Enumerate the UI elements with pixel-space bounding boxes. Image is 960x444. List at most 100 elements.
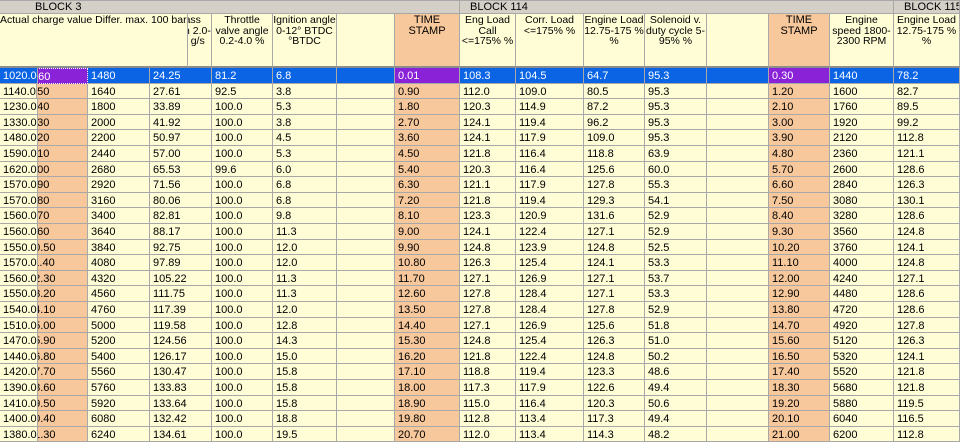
value-cell[interactable]: 19.5 xyxy=(273,426,337,443)
value-cell[interactable]: 100.0 xyxy=(212,177,273,193)
time-stamp-cell[interactable]: 19.20 xyxy=(769,395,830,412)
time-stamp-cell[interactable]: 12.90 xyxy=(769,286,830,302)
value-cell[interactable]: 5320 xyxy=(830,348,894,365)
value-cell[interactable]: 117.39 xyxy=(150,302,212,318)
time-stamp-cell[interactable]: 17.40 xyxy=(769,364,830,380)
value-cell[interactable]: 49.4 xyxy=(645,411,707,427)
value-cell[interactable]: 121.8 xyxy=(894,380,960,396)
value-cell[interactable]: 52.9 xyxy=(645,224,707,240)
value-cell[interactable]: 95.3 xyxy=(645,68,707,84)
time-stamp-cell[interactable]: 18.90 xyxy=(395,395,460,412)
value-cell[interactable]: 87.2 xyxy=(584,99,645,115)
value-cell[interactable]: 133.64 xyxy=(150,395,212,412)
value-cell[interactable]: 65.53 xyxy=(150,161,212,178)
time-stamp-cell[interactable]: 11.70 xyxy=(395,270,460,287)
value-cell[interactable]: 6240 xyxy=(88,426,150,443)
value-cell[interactable]: 100.0 xyxy=(212,317,273,334)
value-cell[interactable]: 118.8 xyxy=(584,146,645,162)
value-cell[interactable]: 6080 xyxy=(88,411,150,427)
value-cell[interactable]: 5000 xyxy=(88,317,150,334)
value-cell[interactable]: 1140.0 xyxy=(0,83,37,100)
value-cell[interactable]: 95.3 xyxy=(645,130,707,146)
time-stamp-cell[interactable]: 12.00 xyxy=(769,270,830,287)
value-cell[interactable]: 126.3 xyxy=(894,177,960,193)
value-cell[interactable]: 4480 xyxy=(830,286,894,302)
value-cell[interactable]: 1550.0 xyxy=(0,286,38,302)
value-cell[interactable]: 1540.0 xyxy=(0,302,38,318)
time-stamp-cell[interactable]: 7.20 xyxy=(395,192,460,209)
column-header[interactable] xyxy=(707,14,769,68)
value-cell[interactable]: 127.8 xyxy=(460,286,516,302)
value-cell[interactable]: 122.4 xyxy=(516,348,584,365)
column-header[interactable]: Engine Load 12.75-175 % % xyxy=(584,14,645,68)
value-cell[interactable]: 5.3 xyxy=(273,146,337,162)
time-stamp-cell[interactable]: 0.30 xyxy=(769,68,830,84)
value-cell[interactable]: 1480 xyxy=(88,68,150,84)
value-cell[interactable]: 113.4 xyxy=(516,426,584,443)
time-stamp-header[interactable]: TIME STAMP xyxy=(395,14,460,68)
value-cell[interactable]: 3080 xyxy=(830,192,894,209)
value-cell[interactable]: 1400.0 xyxy=(0,411,38,427)
value-cell[interactable] xyxy=(707,146,769,162)
value-cell[interactable]: 128.4 xyxy=(516,302,584,318)
value-cell[interactable]: 50.97 xyxy=(150,130,212,146)
value-cell[interactable]: 4920 xyxy=(830,317,894,334)
value-cell[interactable]: 95.3 xyxy=(645,114,707,131)
time-stamp-cell[interactable]: 10.20 xyxy=(769,239,830,256)
value-cell[interactable]: 114.9 xyxy=(516,99,584,115)
value-cell[interactable]: 2440 xyxy=(88,146,150,162)
value-cell[interactable]: 12.0 xyxy=(273,239,337,256)
value-cell[interactable]: 1760 xyxy=(830,99,894,115)
value-cell[interactable]: 6200 xyxy=(830,426,894,443)
value-cell[interactable]: 121.8 xyxy=(460,146,516,162)
value-cell[interactable]: 2360 xyxy=(830,146,894,162)
value-cell[interactable] xyxy=(337,99,395,115)
value-cell[interactable]: 4560 xyxy=(88,286,150,302)
value-cell[interactable]: 52.9 xyxy=(645,208,707,224)
value-cell[interactable]: 71.56 xyxy=(150,177,212,193)
value-cell[interactable] xyxy=(707,426,769,443)
value-cell[interactable] xyxy=(337,333,395,349)
value-cell[interactable]: 100.0 xyxy=(212,333,273,349)
value-cell[interactable]: 124.8 xyxy=(894,224,960,240)
value-cell[interactable]: 112.8 xyxy=(894,426,960,443)
time-stamp-cell[interactable]: 10.80 xyxy=(395,255,460,271)
value-cell[interactable]: 100.0 xyxy=(212,239,273,256)
value-cell[interactable] xyxy=(707,348,769,365)
value-cell[interactable]: 3840 xyxy=(88,239,150,256)
value-cell[interactable]: 99.2 xyxy=(894,114,960,131)
value-cell[interactable]: 2200 xyxy=(88,130,150,146)
value-cell[interactable]: 134.61 xyxy=(150,426,212,443)
column-header[interactable]: Engine Load 12.75-175 % % xyxy=(894,14,960,68)
value-cell[interactable] xyxy=(337,286,395,302)
value-cell[interactable]: 2840 xyxy=(830,177,894,193)
value-cell[interactable]: 124.8 xyxy=(894,255,960,271)
value-cell[interactable]: 5880 xyxy=(830,395,894,412)
value-cell[interactable]: 117.3 xyxy=(460,380,516,396)
time-stamp-cell[interactable]: 6.60 xyxy=(769,177,830,193)
value-cell[interactable]: 63.9 xyxy=(645,146,707,162)
value-cell[interactable]: 100.0 xyxy=(212,348,273,365)
value-cell[interactable]: 128.6 xyxy=(894,286,960,302)
value-cell[interactable]: 115.0 xyxy=(460,395,516,412)
value-cell[interactable]: 118.8 xyxy=(460,364,516,380)
time-stamp-cell[interactable]: 12.60 xyxy=(395,286,460,302)
value-cell[interactable] xyxy=(707,161,769,178)
value-cell[interactable] xyxy=(337,426,395,443)
value-cell[interactable]: 4720 xyxy=(830,302,894,318)
column-header[interactable]: Eng Load Call <=175% % xyxy=(460,14,516,68)
value-cell[interactable]: 127.1 xyxy=(460,317,516,334)
value-cell[interactable]: 116.5 xyxy=(894,411,960,427)
value-cell[interactable]: 15.8 xyxy=(273,380,337,396)
value-cell[interactable]: 33.89 xyxy=(150,99,212,115)
value-cell[interactable] xyxy=(337,130,395,146)
value-cell[interactable] xyxy=(337,348,395,365)
time-stamp-cell[interactable]: 2.10 xyxy=(769,99,830,115)
value-cell[interactable]: 92.75 xyxy=(150,239,212,256)
value-cell[interactable]: 1570.0 xyxy=(0,255,38,271)
value-cell[interactable]: 109.0 xyxy=(584,130,645,146)
value-cell[interactable]: 133.83 xyxy=(150,380,212,396)
value-cell[interactable] xyxy=(337,380,395,396)
value-cell[interactable]: 119.58 xyxy=(150,317,212,334)
value-cell[interactable]: 124.1 xyxy=(894,348,960,365)
